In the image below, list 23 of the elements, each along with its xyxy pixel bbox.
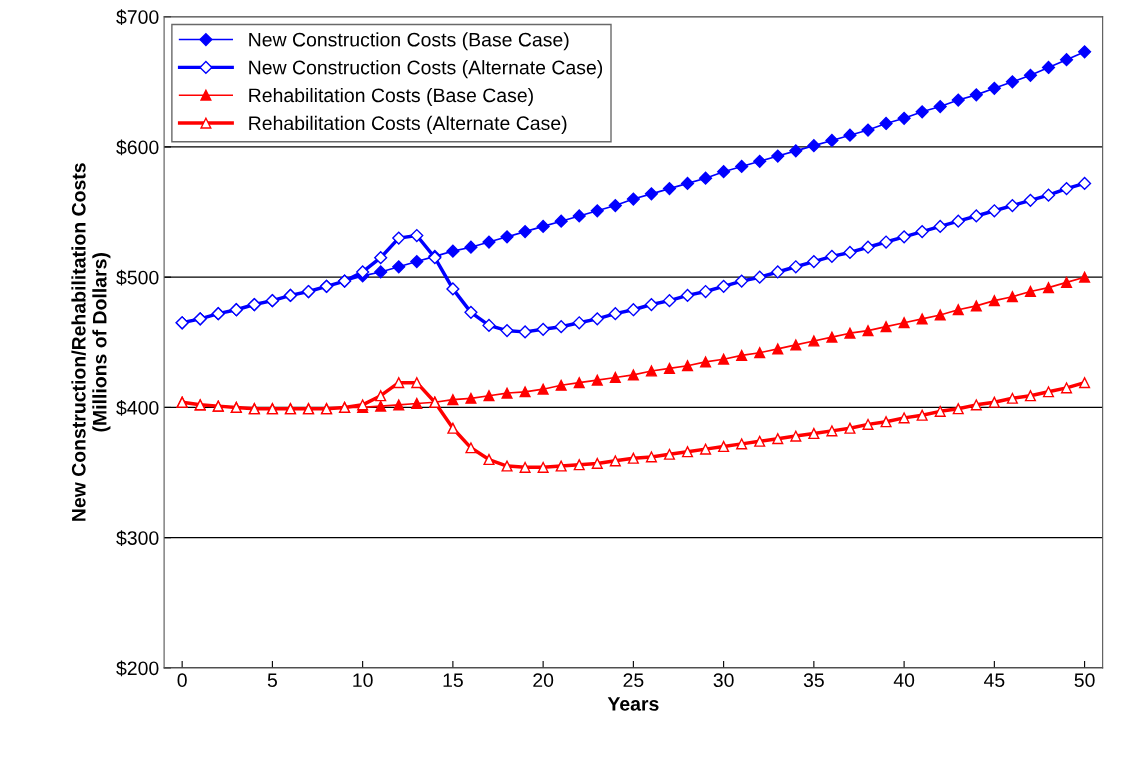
legend-label: Rehabilitation Costs (Alternate Case) xyxy=(249,115,567,134)
y-tick-label: $500 xyxy=(116,269,159,286)
x-tick-label: 20 xyxy=(533,673,554,688)
x-tick-label: 30 xyxy=(713,673,734,688)
legend-label: New Construction Costs (Base Case) xyxy=(249,32,569,51)
x-tick-label: 0 xyxy=(177,673,187,688)
x-tick-label: 45 xyxy=(983,673,1005,688)
y-tick-label: $600 xyxy=(116,139,159,156)
legend-label: Rehabilitation Costs (Base Case) xyxy=(249,87,533,107)
y-tick-label: $300 xyxy=(116,530,159,547)
y-tick-label: $200 xyxy=(116,660,159,677)
x-tick-label: 5 xyxy=(267,673,277,688)
x-axis-title: Years xyxy=(607,697,659,711)
legend-label: New Construction Costs (Alternate Case) xyxy=(249,60,603,79)
x-tick-label: 25 xyxy=(623,673,644,688)
x-tick-label: 50 xyxy=(1074,673,1095,688)
x-tick-label: 40 xyxy=(893,673,915,688)
x-tick-label: 35 xyxy=(803,673,824,688)
y-tick-label: $700 xyxy=(116,9,159,26)
x-tick-label: 10 xyxy=(353,673,373,688)
y-tick-label: $400 xyxy=(116,400,159,416)
x-tick-label: 15 xyxy=(443,673,463,688)
y-axis-title: New Construction/Rehabilitation Costs (Millions of Dollars) xyxy=(71,163,111,521)
